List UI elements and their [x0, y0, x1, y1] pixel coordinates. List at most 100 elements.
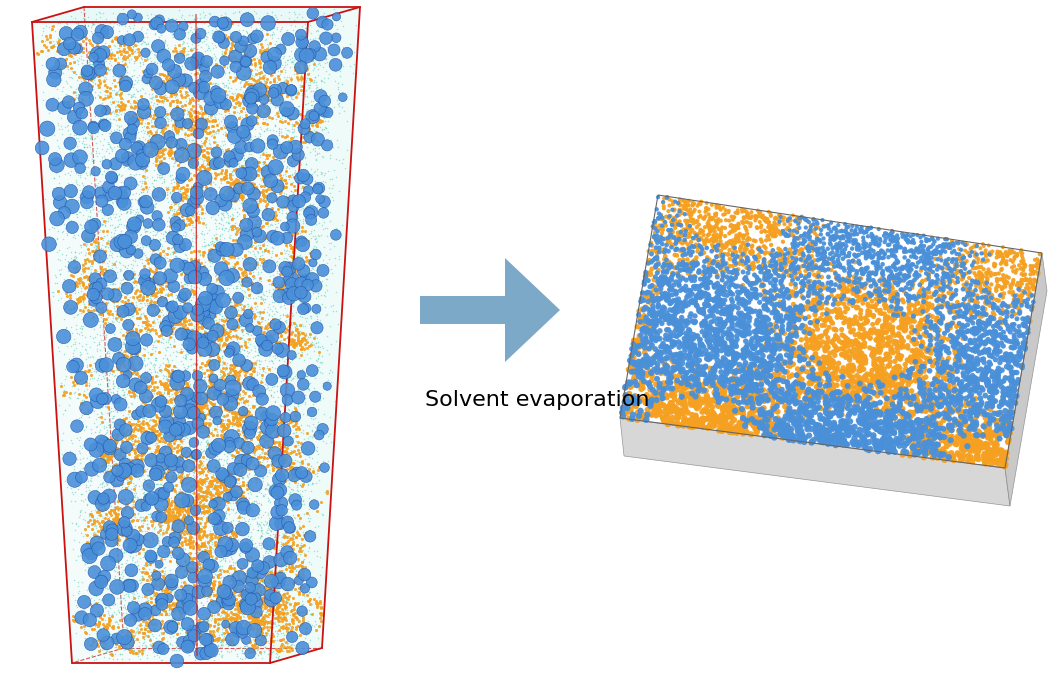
Point — [260, 150, 277, 161]
Point — [170, 82, 187, 93]
Point — [244, 646, 261, 657]
Point — [284, 85, 300, 96]
Point — [190, 459, 207, 470]
Point — [244, 604, 261, 615]
Point — [129, 217, 146, 228]
Point — [88, 148, 105, 159]
Point — [704, 263, 720, 274]
Point — [130, 30, 147, 42]
Point — [197, 30, 214, 42]
Point — [803, 337, 820, 348]
Point — [671, 206, 688, 217]
Point — [106, 293, 123, 304]
Point — [39, 65, 56, 76]
Point — [107, 34, 124, 45]
Point — [147, 452, 164, 463]
Point — [159, 220, 176, 231]
Point — [655, 338, 672, 349]
Point — [930, 345, 947, 356]
Point — [124, 545, 141, 556]
Point — [244, 29, 261, 40]
Point — [174, 172, 190, 183]
Point — [133, 215, 150, 226]
Point — [786, 415, 803, 426]
Point — [660, 225, 677, 236]
Point — [220, 544, 237, 555]
Point — [258, 235, 275, 246]
Point — [752, 234, 769, 245]
Point — [135, 152, 152, 164]
Point — [227, 599, 244, 611]
Point — [107, 156, 124, 167]
Point — [187, 629, 204, 640]
Point — [909, 415, 926, 426]
Point — [52, 37, 69, 49]
Point — [271, 253, 288, 264]
Point — [294, 606, 311, 617]
Point — [194, 53, 211, 64]
Point — [203, 51, 220, 62]
Point — [865, 376, 882, 387]
Point — [177, 401, 194, 412]
Point — [821, 283, 838, 294]
Point — [642, 399, 659, 410]
Point — [184, 487, 201, 498]
Point — [963, 308, 980, 319]
Point — [239, 277, 256, 288]
Point — [255, 491, 272, 502]
Point — [218, 283, 235, 294]
Point — [250, 17, 267, 28]
Point — [1013, 263, 1029, 274]
Point — [208, 541, 225, 552]
Point — [117, 445, 134, 456]
Point — [251, 68, 268, 79]
Point — [847, 250, 864, 261]
Point — [285, 196, 302, 207]
Point — [270, 327, 287, 338]
Point — [759, 293, 776, 304]
Point — [296, 632, 313, 643]
Point — [189, 518, 206, 529]
Point — [785, 309, 802, 320]
Point — [214, 587, 231, 598]
Point — [187, 650, 204, 661]
Point — [288, 224, 305, 235]
Point — [224, 629, 241, 640]
Point — [104, 151, 121, 162]
Point — [134, 615, 151, 626]
Point — [974, 430, 991, 441]
Point — [127, 451, 144, 462]
Point — [768, 222, 785, 233]
Point — [161, 515, 178, 526]
Point — [128, 83, 145, 94]
Point — [185, 365, 202, 376]
Point — [61, 292, 78, 304]
Point — [142, 110, 159, 121]
Point — [170, 506, 187, 517]
Point — [1019, 327, 1036, 338]
Point — [196, 313, 213, 324]
Point — [969, 380, 986, 392]
Point — [231, 510, 248, 521]
Point — [88, 290, 105, 301]
Point — [152, 637, 169, 648]
Point — [828, 306, 845, 317]
Point — [202, 419, 219, 430]
Point — [169, 140, 186, 151]
Point — [179, 470, 196, 481]
Point — [113, 290, 130, 301]
Point — [231, 165, 248, 176]
Point — [712, 281, 729, 292]
Point — [167, 68, 184, 79]
Point — [169, 492, 186, 503]
Point — [882, 386, 899, 397]
Point — [157, 123, 174, 134]
Point — [716, 249, 733, 260]
Point — [680, 353, 697, 364]
Point — [159, 341, 176, 352]
Point — [951, 385, 968, 396]
Point — [227, 176, 244, 187]
Point — [252, 130, 269, 141]
Point — [261, 365, 278, 376]
Point — [105, 552, 122, 563]
